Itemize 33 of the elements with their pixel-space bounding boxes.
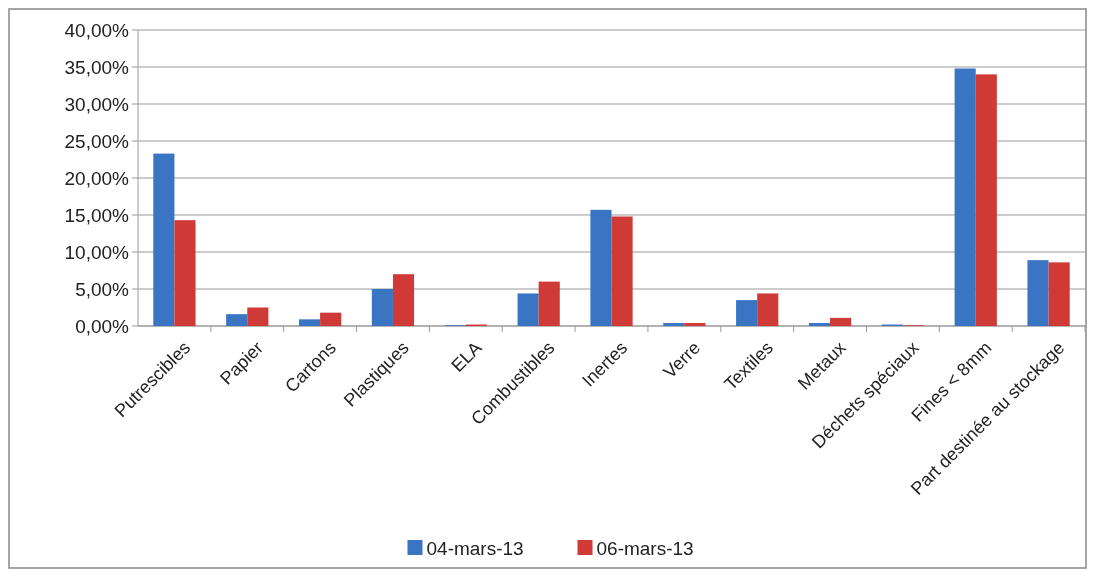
y-tick-label: 15,00% (64, 204, 130, 226)
bar (808, 323, 831, 326)
bar (538, 281, 560, 326)
y-tick-label: 30,00% (64, 93, 130, 115)
bar (830, 317, 852, 326)
bar (247, 307, 269, 326)
bar (590, 209, 612, 326)
bar (320, 312, 342, 326)
y-tick-label: 20,00% (64, 167, 130, 189)
bar (975, 74, 997, 326)
bar (298, 319, 321, 326)
bar (684, 323, 706, 326)
bar (736, 300, 758, 326)
bar (392, 274, 415, 326)
bar (371, 289, 393, 326)
legend-label: 06-mars-13 (596, 537, 694, 559)
y-tick-label: 0,00% (75, 315, 130, 337)
y-tick-label: 35,00% (64, 56, 130, 78)
bar (663, 323, 685, 326)
bar (226, 314, 248, 326)
bar (1027, 260, 1049, 326)
bar (611, 216, 633, 326)
bar (174, 220, 196, 326)
y-tick-label: 10,00% (64, 241, 130, 263)
bar (954, 68, 976, 326)
bar (517, 293, 539, 326)
y-tick-label: 25,00% (64, 130, 130, 152)
bar (757, 293, 779, 326)
bar (1048, 262, 1070, 326)
legend-label: 04-mars-13 (426, 537, 524, 559)
bar (153, 153, 175, 326)
y-tick-label: 40,00% (64, 19, 130, 41)
y-tick-label: 5,00% (75, 278, 130, 300)
